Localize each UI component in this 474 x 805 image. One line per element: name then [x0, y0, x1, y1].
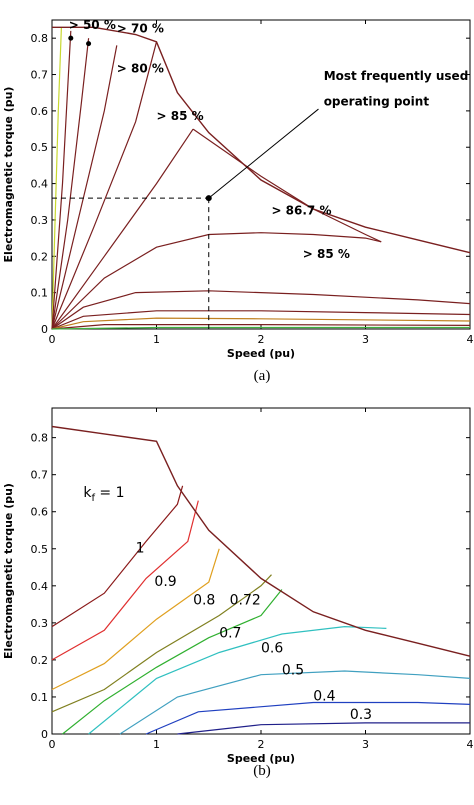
annotation-a-7: > 85 % [303, 247, 350, 261]
series-a [51, 26, 471, 330]
ticks-b: 0 1 2 3 4 0 0.1 0.2 0.3 0.4 0.5 0.6 0.7 0.8 [31, 408, 474, 751]
x-tick-label: 4 [467, 333, 474, 346]
y-tick-label: 0.7 [31, 69, 49, 82]
x-axis-label-a: Speed (pu) [227, 347, 295, 360]
series-line-0.3 [177, 722, 470, 735]
series-line-0.4 [145, 701, 471, 735]
x-tick-label: 0 [49, 333, 56, 346]
y-tick-label: 0.8 [31, 432, 49, 445]
series-line-0.5 [119, 670, 471, 735]
series-line-11 [51, 324, 471, 330]
annotation-a-6: > 86.7 % [271, 203, 331, 217]
y-tick-label: 0.2 [31, 654, 49, 667]
annotation-a-4: Most frequently used [324, 69, 469, 83]
x-tick-label: 3 [362, 333, 369, 346]
x-tick-label: 1 [153, 738, 160, 751]
x-tick-label: 3 [362, 738, 369, 751]
series-line-1 [51, 485, 184, 628]
x-tick-label: 1 [153, 333, 160, 346]
y-axis-label-a: Electromagnetic torque (pu) [2, 87, 15, 263]
x-tick-label: 2 [258, 333, 265, 346]
contour-label-0.4: 0.4 [313, 689, 335, 705]
caption-b: (b) [253, 763, 271, 779]
y-tick-label: 0.1 [31, 691, 49, 704]
envelope-line [52, 26, 471, 254]
y-tick-label: 0.6 [31, 506, 49, 519]
kf-sub: f [91, 493, 95, 504]
series-line-0.9 [51, 500, 199, 661]
series-line-0.7 [62, 589, 283, 735]
series-line-4 [51, 41, 158, 330]
y-tick-label: 0 [41, 728, 48, 741]
contour-label-0.9: 0.9 [154, 574, 176, 590]
series-line-2 [51, 38, 90, 330]
x-axis-label-b: Speed (pu) [227, 752, 295, 765]
y-tick-label: 0.1 [31, 287, 49, 300]
dot-70 [86, 41, 92, 47]
y-tick-label: 0.5 [31, 543, 49, 556]
series-line-6 [51, 232, 382, 330]
series-line-1 [51, 30, 72, 330]
y-tick-label: 0.7 [31, 469, 49, 482]
panel-b: 0 1 2 3 4 0 0.1 0.2 0.3 0.4 0.5 0.6 0.7 0.8 1 0.9 0.8 0.… [2, 407, 474, 779]
annotation-a-1: > 70 % [117, 22, 164, 36]
envelope-line [51, 425, 471, 657]
y-axis-label-b: Electromagnetic torque (pu) [2, 483, 15, 659]
series-line-12 [51, 326, 470, 330]
contour-label-0.3: 0.3 [350, 707, 372, 723]
x-tick-label: 2 [258, 738, 265, 751]
series-line-8 [51, 290, 471, 330]
contour-label-1: 1 [136, 540, 145, 556]
y-tick-label: 0.3 [31, 214, 49, 227]
series-line-0.72 [51, 574, 272, 713]
annotation-a-5: operating point [324, 94, 430, 108]
y-tick-label: 0.5 [31, 141, 49, 154]
series-b [51, 425, 471, 735]
caption-a: (a) [254, 368, 271, 384]
kf-eq: = 1 [95, 485, 125, 501]
series-line-3 [51, 45, 118, 330]
annotation-a-3: > 85 % [157, 109, 204, 123]
annotation-a-0: > 50 % [69, 18, 116, 32]
x-tick-label: 0 [49, 738, 56, 751]
contour-label-0.72: 0.72 [230, 592, 261, 608]
ticks-a: 0 1 2 3 4 0 0.1 0.2 0.3 0.4 0.5 0.6 0.7 0.8 [31, 20, 474, 346]
y-tick-label: 0.3 [31, 617, 49, 630]
contour-label-0.6: 0.6 [261, 641, 283, 657]
series-line-0.8 [51, 548, 220, 691]
kf-label: kf = 1 [83, 485, 124, 504]
contour-label-0.7: 0.7 [219, 626, 241, 642]
y-tick-label: 0 [41, 323, 48, 336]
dot-50 [68, 35, 74, 41]
y-tick-label: 0.4 [31, 580, 49, 593]
kf-k: k [83, 485, 92, 501]
annotations-a: > 50 % > 70 % > 80 % > 85 % Most frequently … [52, 18, 468, 329]
series-line-5 [51, 128, 194, 330]
annotations-b: 1 0.9 0.8 0.72 0.7 0.6 0.5 0.4 0.3 [136, 540, 372, 723]
contour-label-0.5: 0.5 [282, 663, 304, 679]
series-line-7 [192, 128, 382, 243]
y-tick-label: 0.6 [31, 105, 49, 118]
x-tick-label: 4 [467, 738, 474, 751]
series-line-0 [51, 27, 62, 330]
y-tick-label: 0.2 [31, 250, 49, 263]
series-line-10 [51, 317, 471, 330]
plot-frame-b [51, 407, 471, 735]
y-tick-label: 0.4 [31, 178, 49, 191]
contour-label-0.8: 0.8 [193, 592, 215, 608]
operating-point-leader [208, 108, 319, 199]
annotation-a-2: > 80 % [117, 62, 164, 76]
y-tick-label: 0.8 [31, 32, 49, 45]
series-line-0.6 [88, 625, 387, 735]
panel-a: 0 1 2 3 4 0 0.1 0.2 0.3 0.4 0.5 0.6 0.7 0.8 > 50 % > 7… [2, 18, 474, 384]
